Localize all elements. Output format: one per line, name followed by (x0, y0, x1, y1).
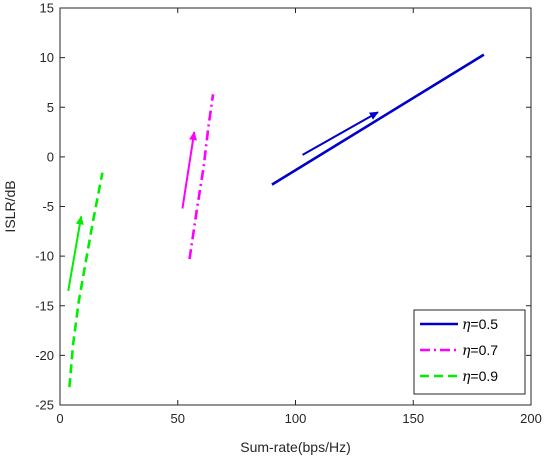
y-axis-ticks: -25 -20 -15 -10 -5 0 5 10 15 (35, 1, 531, 413)
y-tick-label: 5 (47, 100, 54, 115)
y-tick-label: -20 (35, 348, 54, 363)
series-line-3 (68, 172, 104, 388)
y-tick-label: -15 (35, 298, 54, 313)
series-line-1 (271, 53, 485, 186)
y-tick-label: -5 (42, 199, 54, 214)
legend-label-3: η=0.9 (462, 368, 498, 385)
x-tick-label: 150 (402, 411, 424, 426)
series-layer (67, 53, 485, 388)
direction-arrow-1 (302, 111, 379, 156)
legend-label-1: η=0.5 (462, 316, 498, 333)
x-tick-label: 50 (171, 411, 185, 426)
y-tick-label: 0 (47, 149, 54, 164)
y-tick-label: -25 (35, 398, 54, 413)
y-tick-label: -10 (35, 249, 54, 264)
direction-arrow-3 (67, 215, 84, 292)
x-axis-ticks: 0 50 100 150 200 (56, 8, 542, 426)
series-line-2 (188, 94, 215, 260)
x-axis-label: Sum-rate(bps/Hz) (240, 439, 350, 455)
y-tick-label: 15 (40, 1, 54, 16)
direction-arrow-2 (181, 131, 197, 209)
x-tick-label: 200 (520, 411, 542, 426)
x-tick-label: 0 (56, 411, 63, 426)
legend-label-2: η=0.7 (462, 342, 498, 359)
y-axis-label: ISLR/dB (2, 180, 18, 232)
x-tick-label: 100 (285, 411, 307, 426)
legend: η=0.5 η=0.7 η=0.9 (413, 309, 526, 395)
y-tick-label: 10 (40, 50, 54, 65)
